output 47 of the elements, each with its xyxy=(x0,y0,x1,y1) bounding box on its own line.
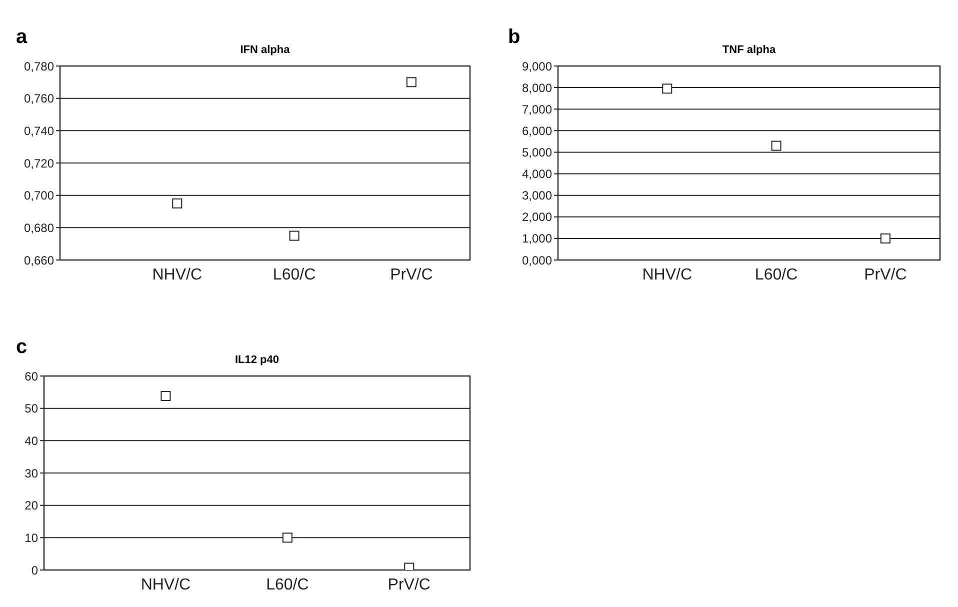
y-tick-label: 9,000 xyxy=(522,59,552,74)
x-tick-label: L60/C xyxy=(272,266,316,284)
x-tick-label: L60/C xyxy=(266,576,309,594)
point xyxy=(771,140,782,151)
y-tick-label: 7,000 xyxy=(522,102,552,116)
y-tick-label: 3,000 xyxy=(522,188,552,203)
text: a xyxy=(16,26,28,49)
y-tick-label: 0 xyxy=(31,563,38,578)
x-tick-label: PrV/C xyxy=(388,576,430,594)
point xyxy=(662,84,672,94)
y-tick-label: 30 xyxy=(24,466,38,480)
x-tick-label: NHV/C xyxy=(642,266,692,284)
y-tick-label: 0,660 xyxy=(24,253,54,268)
chart-title: IFN alpha xyxy=(239,44,291,56)
point xyxy=(160,391,171,402)
point xyxy=(289,230,300,241)
y-tick-label: 8,000 xyxy=(522,80,552,95)
y-tick-label: 0,740 xyxy=(24,124,54,138)
text: c xyxy=(16,336,28,359)
text: b xyxy=(508,26,520,49)
chart-title: IL12 p40 xyxy=(234,354,280,366)
x-tick-label: NHV/C xyxy=(152,266,202,284)
point xyxy=(172,198,182,208)
x-tick-label: PrV/C xyxy=(390,266,433,284)
chart-title: TNF alpha xyxy=(721,44,777,56)
y-tick-label: 0,700 xyxy=(24,188,54,203)
y-tick-label: 1,000 xyxy=(522,232,552,246)
y-tick-label: 6,000 xyxy=(522,124,552,138)
y-tick-label: 0,680 xyxy=(24,220,54,235)
y-tick-label: 60 xyxy=(24,369,38,384)
point xyxy=(880,233,890,244)
x-tick-label: PrV/C xyxy=(864,266,907,284)
y-tick-label: 2,000 xyxy=(522,210,552,224)
x-tick-label: NHV/C xyxy=(140,576,191,594)
y-tick-label: 0,720 xyxy=(24,156,54,170)
point xyxy=(406,77,416,88)
y-tick-label: 10 xyxy=(24,530,38,545)
x-tick-label: L60/C xyxy=(754,266,798,284)
y-tick-label: 5,000 xyxy=(522,145,552,160)
y-tick-label: 50 xyxy=(24,402,38,416)
y-tick-label: 20 xyxy=(24,498,38,513)
y-tick-label: 40 xyxy=(24,434,38,448)
y-tick-label: 0,760 xyxy=(24,92,54,106)
y-tick-label: 0,000 xyxy=(522,253,552,268)
y-tick-label: 0,780 xyxy=(24,59,54,74)
point xyxy=(282,532,292,543)
y-tick-label: 4,000 xyxy=(522,167,552,182)
